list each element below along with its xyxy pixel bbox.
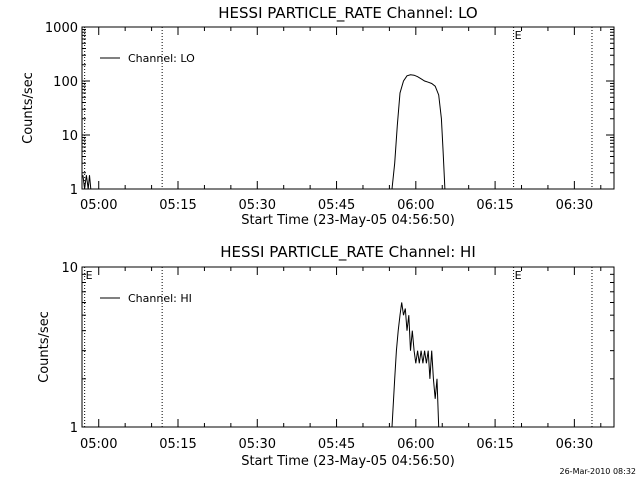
- panel1-x-tick-label: 05:15: [159, 198, 196, 213]
- panel1-title: HESSI PARTICLE_RATE Channel: LO: [218, 4, 477, 23]
- panel2-y-tick-label: 10: [61, 261, 78, 276]
- panel1-x-tick-label: 05:00: [80, 198, 117, 213]
- panel1-y-tick-label: 1: [70, 183, 78, 198]
- panel2-plot-frame: [81, 266, 615, 428]
- panel2-y-axis-label: Counts/sec: [37, 311, 52, 383]
- panel1-event-marker-label: E: [515, 29, 522, 42]
- panel1-series-line: [82, 74, 446, 190]
- panel1-x-axis-label: Start Time (23-May-05 04:56:50): [241, 213, 455, 228]
- panel2-x-axis-label: Start Time (23-May-05 04:56:50): [241, 454, 455, 469]
- panel1-y-tick-label: 1000: [45, 21, 78, 36]
- panel2-y-tick-label: 1: [70, 421, 78, 436]
- panel1-x-tick-label: 06:30: [556, 198, 593, 213]
- panel1-y-axis-label: Counts/sec: [21, 72, 36, 144]
- footer-timestamp: 26-Mar-2010 08:32: [560, 467, 637, 476]
- panel2-x-tick-label: 06:30: [556, 437, 593, 452]
- panel2-legend-label: Channel: HI: [128, 292, 192, 305]
- panel2-series-line: [391, 302, 440, 428]
- panel2-title: HESSI PARTICLE_RATE Channel: HI: [220, 243, 476, 262]
- panel2-x-tick-label: 06:15: [476, 437, 513, 452]
- panel1-y-tick-label: 100: [53, 75, 78, 90]
- panel2-x-tick-label: 06:00: [397, 437, 434, 452]
- panel2-x-tick-label: 05:00: [80, 437, 117, 452]
- panel1-y-tick-label: 10: [61, 129, 78, 144]
- panel1-x-tick-label: 05:30: [239, 198, 276, 213]
- panel1-x-tick-label: 05:45: [318, 198, 355, 213]
- panel1-x-tick-label: 06:00: [397, 198, 434, 213]
- panel2-event-marker-label: E: [86, 269, 93, 282]
- panel2-x-tick-label: 05:15: [159, 437, 196, 452]
- panel1-legend-label: Channel: LO: [128, 52, 195, 65]
- panel2-x-tick-label: 05:30: [239, 437, 276, 452]
- panel2-event-marker-label: E: [515, 269, 522, 282]
- panel1-x-tick-label: 06:15: [476, 198, 513, 213]
- panel2-x-tick-label: 05:45: [318, 437, 355, 452]
